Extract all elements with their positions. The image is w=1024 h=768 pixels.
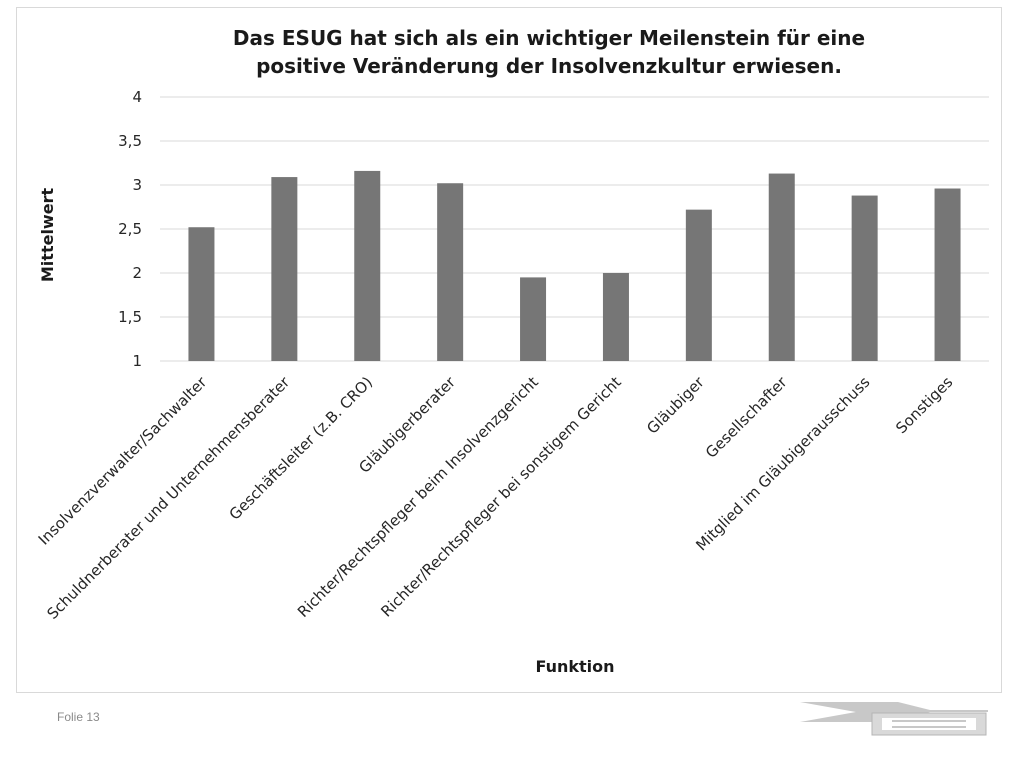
bar [271,177,298,361]
x-axis-categories: Insolvenzverwalter/SachwalterSchuldnerbe… [35,373,957,623]
y-tick-label: 2 [132,264,142,282]
y-tick-label: 3 [132,176,142,194]
y-tick-label: 4 [132,88,142,106]
bar [768,173,795,361]
y-axis-ticks: 1 1,5 2 2,5 3 3,5 4 [118,88,142,370]
bar [934,188,961,361]
chart-title-line: positive Veränderung der Insolvenzkultur… [256,54,842,78]
y-tick-label: 2,5 [118,220,142,238]
chart-frame: Das ESUG hat sich als ein wichtiger Meil… [16,7,1002,693]
bar [437,183,464,361]
bars [188,170,961,361]
bar-chart: Das ESUG hat sich als ein wichtiger Meil… [35,26,989,676]
x-category-label: Gläubiger [643,373,708,438]
y-tick-label: 3,5 [118,132,142,150]
x-category-label: Mitglied im Gläubigerausschuss [692,373,873,554]
x-axis-title: Funktion [535,657,614,676]
x-category-label: Sonstiges [892,373,956,437]
bar [851,195,878,361]
x-category-label: Geschäftsleiter (z.B. CRO) [226,373,376,523]
x-category-label: Insolvenzverwalter/Sachwalter [35,373,211,549]
bar [354,170,381,361]
y-tick-label: 1 [132,352,142,370]
bar [188,227,215,361]
bar [520,277,547,361]
nav-box-inner [882,718,976,730]
slide-nav-graphic [800,702,988,736]
slide-number: Folie 13 [57,710,100,724]
y-tick-label: 1,5 [118,308,142,326]
y-axis-title: Mittelwert [38,188,57,283]
chart-title: Das ESUG hat sich als ein wichtiger Meil… [233,26,865,78]
nav-arrow-shape [800,702,988,722]
bar [602,273,629,361]
x-category-label: Gesellschafter [702,373,791,462]
bar [685,209,712,361]
chart-title-line: Das ESUG hat sich als ein wichtiger Meil… [233,26,865,50]
gridlines [160,96,989,362]
